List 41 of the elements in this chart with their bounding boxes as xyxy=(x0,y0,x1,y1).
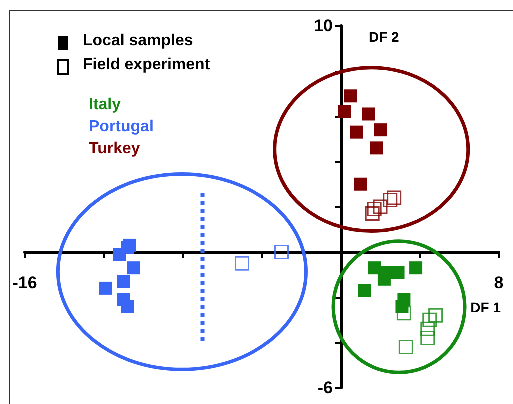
point xyxy=(383,192,398,208)
point xyxy=(235,256,250,271)
point xyxy=(373,200,388,214)
point xyxy=(362,108,376,121)
y-axis-title: DF 2 xyxy=(369,29,400,45)
point xyxy=(127,262,140,275)
point xyxy=(420,322,436,336)
point xyxy=(396,306,412,321)
point xyxy=(338,105,352,118)
point xyxy=(392,266,405,280)
text: Turkey xyxy=(89,140,140,158)
y-tick-label: -6 xyxy=(318,378,333,398)
x-tick-label: 8 xyxy=(494,273,504,292)
point xyxy=(422,312,438,328)
point xyxy=(387,190,402,206)
point xyxy=(410,262,423,275)
point xyxy=(350,126,364,139)
point xyxy=(354,178,368,191)
point xyxy=(358,284,372,298)
annotation: Local samples xyxy=(83,32,194,50)
point xyxy=(368,262,382,275)
text: Portugal xyxy=(89,118,154,136)
point xyxy=(374,124,387,137)
annotation: Field experiment xyxy=(83,56,211,74)
point xyxy=(420,330,436,346)
text: Italy xyxy=(89,96,122,114)
point xyxy=(428,308,444,323)
point xyxy=(370,142,384,155)
point xyxy=(121,241,134,254)
x-tick-label: -16 xyxy=(12,273,38,292)
y-tick-label: 10 xyxy=(314,16,333,36)
point xyxy=(344,90,358,103)
point xyxy=(117,275,130,288)
point xyxy=(398,340,414,355)
point xyxy=(365,206,380,222)
point xyxy=(378,272,391,286)
point xyxy=(99,282,112,295)
point xyxy=(367,202,382,217)
x-axis-title: DF 1 xyxy=(470,299,502,316)
point xyxy=(274,245,289,260)
point xyxy=(121,300,134,314)
